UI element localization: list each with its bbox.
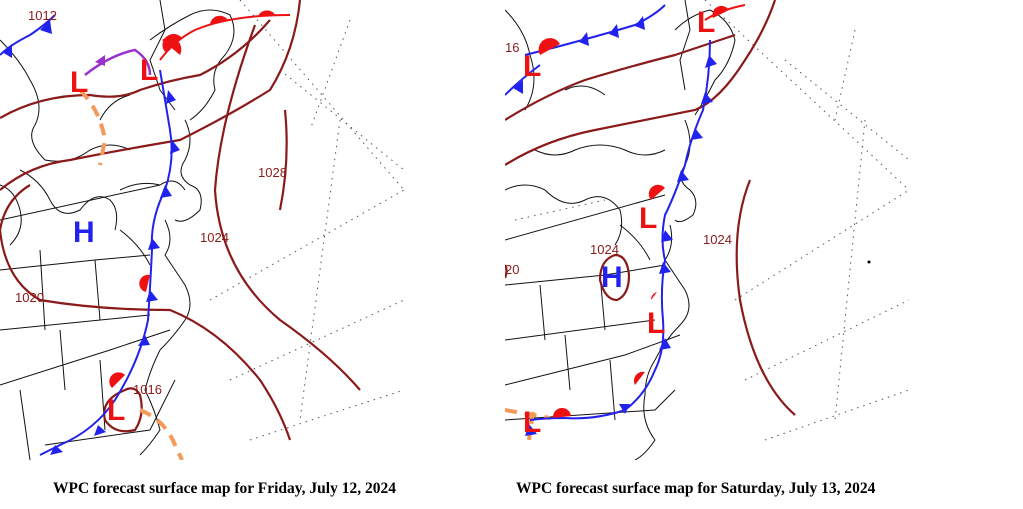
low-pressure-center: L — [70, 66, 88, 99]
cold-front-symbols — [2, 20, 180, 455]
map-caption-friday: WPC forecast surface map for Friday, Jul… — [53, 480, 396, 497]
isobar-label: 1012 — [28, 8, 57, 23]
trough-lines — [78, 88, 184, 460]
isobar-label: 1024 — [200, 230, 229, 245]
trough-line — [505, 408, 551, 420]
occluded-front-symbol — [95, 55, 105, 66]
isobar-line — [598, 253, 631, 302]
map-dot — [867, 260, 871, 264]
surface-map-friday: 1012 1028 1024 1020 1016 L L H L — [0, 0, 404, 460]
warm-front — [159, 14, 291, 61]
low-pressure-center: L — [523, 406, 541, 439]
political-boundaries — [505, 0, 736, 460]
isobar-line — [0, 0, 302, 191]
low-pressure-center: L — [523, 50, 541, 83]
isobar-label: 20 — [505, 262, 519, 277]
low-pressure-center: L — [107, 394, 125, 427]
stationary-front-symbols — [109, 37, 182, 388]
isobar-line — [505, 264, 508, 279]
map-panel-saturday: 16 1024 1024 20 L L L H L L — [505, 0, 909, 460]
isobar-label: 1028 — [258, 165, 287, 180]
isobars — [505, 0, 796, 416]
isobar-line — [735, 179, 796, 416]
isobar-line — [505, 33, 736, 121]
latlon-grid — [209, 0, 404, 441]
isobar-label: 1016 — [133, 382, 162, 397]
low-pressure-center: L — [647, 307, 665, 340]
trough-line — [139, 408, 184, 460]
cold-front — [39, 69, 173, 456]
low-pressure-center: L — [697, 6, 715, 39]
isobar-line — [278, 109, 288, 211]
trough-line — [78, 88, 108, 166]
low-pressure-center: L — [639, 202, 657, 235]
isobar-label: 1024 — [703, 232, 732, 247]
isobar-line — [0, 19, 271, 119]
occluded-front — [84, 48, 152, 76]
isobar-label: 1020 — [15, 290, 44, 305]
stationary-front — [524, 4, 666, 56]
high-pressure-center: H — [73, 216, 95, 249]
political-boundaries — [0, 0, 235, 460]
cold-front-symbols — [513, 16, 717, 436]
map-caption-saturday: WPC forecast surface map for Saturday, J… — [516, 480, 876, 497]
trough-lines — [505, 408, 551, 441]
warm-front-symbols — [538, 5, 729, 418]
surface-map-saturday: 16 1024 1024 20 L L L H L L — [505, 0, 909, 460]
high-pressure-center: H — [601, 261, 623, 294]
isobar-label: 16 — [505, 40, 519, 55]
isobar-line — [103, 387, 143, 433]
map-panel-friday: 1012 1028 1024 1020 1016 L L H L — [0, 0, 404, 460]
isobar-line — [505, 0, 777, 166]
trough-line — [527, 411, 535, 441]
isobar-line — [0, 184, 292, 441]
cold-front — [505, 64, 541, 96]
isobar-line — [213, 24, 361, 391]
latlon-grid — [514, 0, 909, 441]
low-pressure-center: L — [140, 54, 158, 87]
cold-front — [529, 39, 711, 421]
isobar-label: 1024 — [590, 242, 619, 257]
isobars — [0, 0, 361, 441]
